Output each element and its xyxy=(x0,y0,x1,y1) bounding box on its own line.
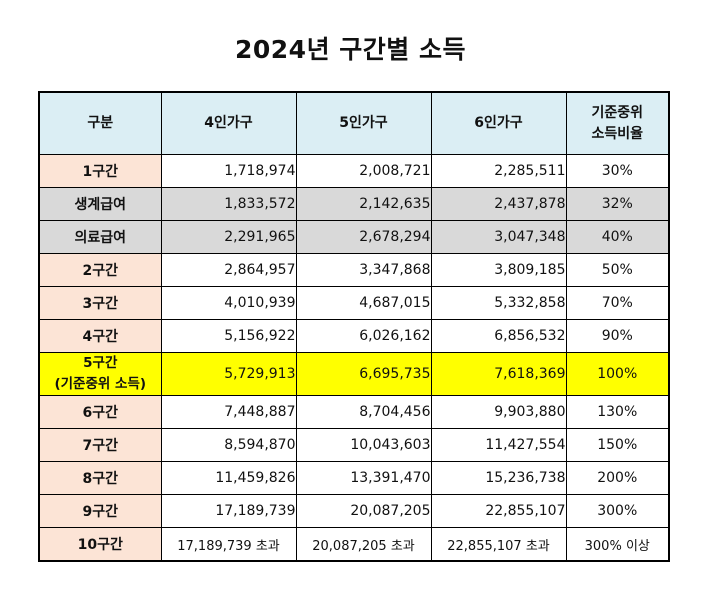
table-row: 7구간 8,594,870 10,043,603 11,427,554 150% xyxy=(38,428,670,462)
cell-6-person: 22,855,107 xyxy=(430,494,567,528)
cell-4-person: 2,864,957 xyxy=(160,253,297,287)
table-row: 10구간 17,189,739 초과 20,087,205 초과 22,855,… xyxy=(38,527,670,562)
cell-5-person: 20,087,205 xyxy=(295,494,432,528)
header-row: 구분 4인가구 5인가구 6인가구 기준중위 소득비율 xyxy=(38,91,670,155)
header-ratio-line2: 소득비율 xyxy=(591,125,644,142)
row-label: 9구간 xyxy=(38,494,162,528)
table-row: 생계급여 1,833,572 2,142,635 2,437,878 32% xyxy=(38,187,670,221)
table-row: 8구간 11,459,826 13,391,470 15,236,738 200… xyxy=(38,461,670,495)
cell-5-person: 10,043,603 xyxy=(295,428,432,462)
row-label: 2구간 xyxy=(38,253,162,287)
row-label: 4구간 xyxy=(38,319,162,353)
row-label: 1구간 xyxy=(38,154,162,188)
cell-ratio: 300% 이상 xyxy=(565,527,670,562)
cell-ratio: 50% xyxy=(565,253,670,287)
cell-5-person: 4,687,015 xyxy=(295,286,432,320)
cell-5-person: 3,347,868 xyxy=(295,253,432,287)
cell-ratio: 30% xyxy=(565,154,670,188)
row-label-line1: 5구간 xyxy=(83,355,118,371)
cell-6-person: 9,903,880 xyxy=(430,395,567,429)
cell-4-person: 4,010,939 xyxy=(160,286,297,320)
table-row: 1구간 1,718,974 2,008,721 2,285,511 30% xyxy=(38,154,670,188)
row-label: 생계급여 xyxy=(38,187,162,221)
cell-5-person: 6,026,162 xyxy=(295,319,432,353)
cell-ratio: 70% xyxy=(565,286,670,320)
income-table: 구분 4인가구 5인가구 6인가구 기준중위 소득비율 1구간 1,718,97… xyxy=(38,91,670,562)
cell-6-person: 11,427,554 xyxy=(430,428,567,462)
cell-ratio: 90% xyxy=(565,319,670,353)
cell-ratio: 200% xyxy=(565,461,670,495)
cell-6-person: 15,236,738 xyxy=(430,461,567,495)
table-row: 9구간 17,189,739 20,087,205 22,855,107 300… xyxy=(38,494,670,528)
page-title: 2024년 구간별 소득 xyxy=(235,35,466,64)
cell-4-person: 11,459,826 xyxy=(160,461,297,495)
cell-4-person: 1,718,974 xyxy=(160,154,297,188)
cell-5-person: 20,087,205 초과 xyxy=(295,527,432,562)
cell-4-person: 2,291,965 xyxy=(160,220,297,254)
cell-4-person: 7,448,887 xyxy=(160,395,297,429)
cell-ratio: 100% xyxy=(565,352,670,396)
table-row: 2구간 2,864,957 3,347,868 3,809,185 50% xyxy=(38,253,670,287)
cell-6-person: 3,809,185 xyxy=(430,253,567,287)
row-label: 10구간 xyxy=(38,527,162,562)
header-6-person: 6인가구 xyxy=(430,91,567,155)
table-row: 4구간 5,156,922 6,026,162 6,856,532 90% xyxy=(38,319,670,353)
cell-5-person: 2,142,635 xyxy=(295,187,432,221)
cell-5-person: 2,678,294 xyxy=(295,220,432,254)
cell-4-person: 5,156,922 xyxy=(160,319,297,353)
cell-6-person: 2,437,878 xyxy=(430,187,567,221)
cell-5-person: 2,008,721 xyxy=(295,154,432,188)
cell-5-person: 13,391,470 xyxy=(295,461,432,495)
table-row: 6구간 7,448,887 8,704,456 9,903,880 130% xyxy=(38,395,670,429)
table-row: 의료급여 2,291,965 2,678,294 3,047,348 40% xyxy=(38,220,670,254)
cell-4-person: 17,189,739 xyxy=(160,494,297,528)
row-label: 8구간 xyxy=(38,461,162,495)
header-ratio: 기준중위 소득비율 xyxy=(565,91,670,155)
table-row-highlighted: 5구간 (기준중위 소득) 5,729,913 6,695,735 7,618,… xyxy=(38,352,670,396)
row-label: 3구간 xyxy=(38,286,162,320)
cell-6-person: 6,856,532 xyxy=(430,319,567,353)
cell-ratio: 40% xyxy=(565,220,670,254)
header-category: 구분 xyxy=(38,91,162,155)
cell-5-person: 8,704,456 xyxy=(295,395,432,429)
cell-ratio: 300% xyxy=(565,494,670,528)
cell-6-person: 5,332,858 xyxy=(430,286,567,320)
cell-4-person: 1,833,572 xyxy=(160,187,297,221)
header-4-person: 4인가구 xyxy=(160,91,297,155)
row-label-line2: (기준중위 소득) xyxy=(54,376,147,392)
table-row: 3구간 4,010,939 4,687,015 5,332,858 70% xyxy=(38,286,670,320)
cell-ratio: 130% xyxy=(565,395,670,429)
cell-6-person: 22,855,107 초과 xyxy=(430,527,567,562)
row-label: 의료급여 xyxy=(38,220,162,254)
row-label: 6구간 xyxy=(38,395,162,429)
row-label: 5구간 (기준중위 소득) xyxy=(38,352,162,396)
cell-ratio: 32% xyxy=(565,187,670,221)
header-ratio-line1: 기준중위 xyxy=(591,104,644,121)
cell-5-person: 6,695,735 xyxy=(295,352,432,396)
cell-4-person: 8,594,870 xyxy=(160,428,297,462)
cell-6-person: 3,047,348 xyxy=(430,220,567,254)
cell-4-person: 17,189,739 초과 xyxy=(160,527,297,562)
cell-4-person: 5,729,913 xyxy=(160,352,297,396)
cell-6-person: 2,285,511 xyxy=(430,154,567,188)
header-5-person: 5인가구 xyxy=(295,91,432,155)
cell-ratio: 150% xyxy=(565,428,670,462)
row-label: 7구간 xyxy=(38,428,162,462)
cell-6-person: 7,618,369 xyxy=(430,352,567,396)
